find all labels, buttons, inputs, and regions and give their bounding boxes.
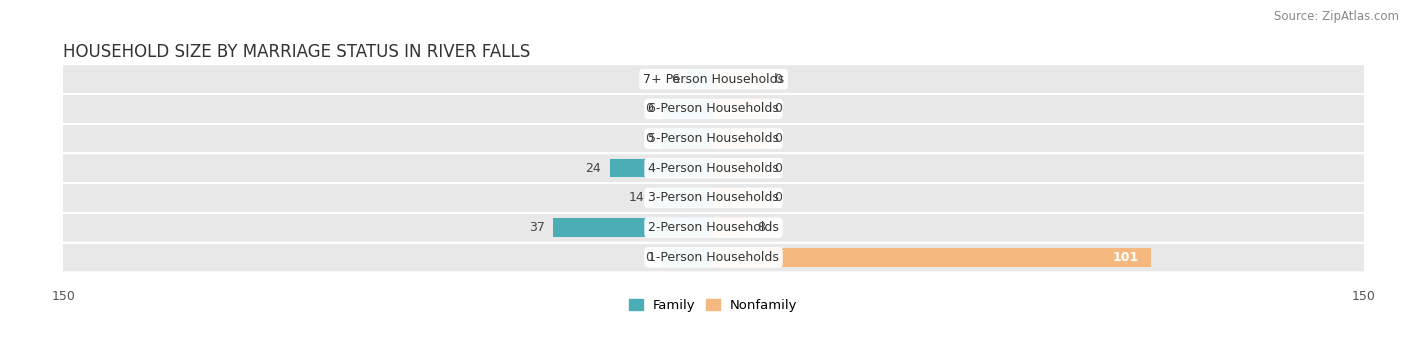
Text: 0: 0 (645, 132, 652, 145)
Text: 0: 0 (775, 132, 782, 145)
FancyBboxPatch shape (55, 184, 1372, 212)
Text: 0: 0 (645, 102, 652, 115)
Text: 14: 14 (628, 191, 644, 205)
Text: 0: 0 (775, 162, 782, 175)
FancyBboxPatch shape (55, 65, 1372, 93)
Text: 1-Person Households: 1-Person Households (648, 251, 779, 264)
Bar (713, 219, 748, 237)
FancyBboxPatch shape (55, 154, 1372, 182)
Bar (713, 189, 765, 207)
Text: 6: 6 (671, 73, 679, 86)
Text: 8: 8 (756, 221, 765, 234)
Bar (661, 248, 713, 267)
Text: 37: 37 (529, 221, 544, 234)
Text: 2-Person Households: 2-Person Households (648, 221, 779, 234)
Text: 24: 24 (585, 162, 600, 175)
Bar (713, 100, 765, 118)
Text: 0: 0 (775, 191, 782, 205)
Text: 3-Person Households: 3-Person Households (648, 191, 779, 205)
FancyBboxPatch shape (55, 124, 1372, 152)
Text: 6-Person Households: 6-Person Households (648, 102, 779, 115)
Text: 101: 101 (1112, 251, 1139, 264)
Bar (713, 159, 765, 177)
Bar (661, 100, 713, 118)
Text: 5-Person Households: 5-Person Households (648, 132, 779, 145)
Bar (713, 248, 1152, 267)
Bar (610, 159, 713, 177)
Bar (713, 70, 765, 88)
Bar (713, 129, 765, 148)
Text: 7+ Person Households: 7+ Person Households (643, 73, 785, 86)
Bar (661, 129, 713, 148)
FancyBboxPatch shape (55, 95, 1372, 123)
Text: 0: 0 (645, 251, 652, 264)
FancyBboxPatch shape (55, 214, 1372, 242)
Text: 0: 0 (775, 102, 782, 115)
Bar (652, 189, 713, 207)
Bar (688, 70, 713, 88)
Text: HOUSEHOLD SIZE BY MARRIAGE STATUS IN RIVER FALLS: HOUSEHOLD SIZE BY MARRIAGE STATUS IN RIV… (63, 43, 530, 61)
Legend: Family, Nonfamily: Family, Nonfamily (630, 299, 797, 312)
Text: 4-Person Households: 4-Person Households (648, 162, 779, 175)
Text: Source: ZipAtlas.com: Source: ZipAtlas.com (1274, 10, 1399, 23)
Bar (553, 219, 713, 237)
Text: 0: 0 (775, 73, 782, 86)
FancyBboxPatch shape (55, 243, 1372, 271)
